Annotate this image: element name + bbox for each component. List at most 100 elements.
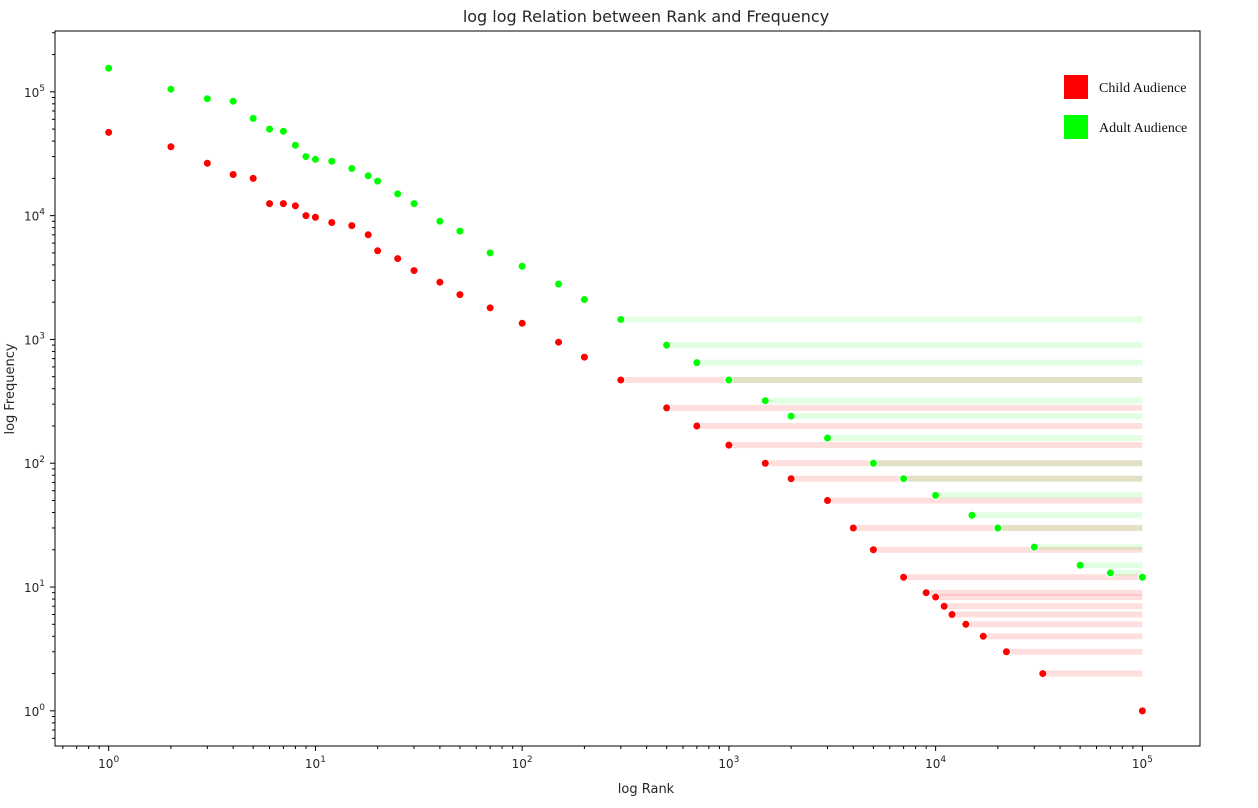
adult-audience-point: [517, 261, 527, 271]
adult-audience-point: [202, 94, 212, 104]
adult-audience-tail-band: [972, 512, 1143, 519]
data-points: [104, 63, 1147, 716]
adult-audience-point: [662, 340, 672, 350]
adult-audience-point: [248, 113, 258, 123]
adult-audience-point: [228, 96, 238, 106]
child-audience-point: [947, 610, 957, 620]
adult-audience-point: [278, 126, 288, 136]
adult-audience-point: [899, 474, 909, 484]
child-audience-point: [848, 523, 858, 533]
adult-audience-point: [435, 216, 445, 226]
child-audience-tail-band: [952, 611, 1143, 618]
child-audience-tail-band: [1042, 670, 1143, 677]
child-audience-tail-band: [791, 475, 1143, 482]
adult-audience-tail-band: [666, 342, 1143, 349]
child-audience-tail-band: [666, 404, 1143, 411]
adult-audience-point: [327, 156, 337, 166]
y-tick-label: 101: [24, 579, 45, 595]
child-audience-point: [373, 246, 383, 256]
adult-audience-point: [823, 433, 833, 443]
child-audience-point: [517, 318, 527, 328]
adult-audience-point: [1105, 568, 1115, 578]
x-tick-label: 101: [305, 755, 326, 771]
child-audience-point: [823, 496, 833, 506]
adult-audience-point: [616, 314, 626, 324]
y-axis-label: log Frequency: [3, 343, 18, 434]
adult-audience-tail-band: [935, 492, 1143, 499]
adult-audience-tail-band: [1034, 544, 1143, 551]
child-audience-point: [166, 142, 176, 152]
adult-audience-tail-band: [1110, 569, 1143, 576]
adult-audience-point: [455, 226, 465, 236]
child-audience-tail-band: [965, 621, 1143, 628]
child-audience-point: [939, 601, 949, 611]
child-audience-point: [301, 211, 311, 221]
child-audience-point: [579, 352, 589, 362]
adult-audience-tail-band: [903, 475, 1143, 482]
adult-audience-tail-band: [1080, 562, 1143, 569]
child-audience-point: [978, 631, 988, 641]
child-audience-point: [104, 127, 114, 137]
adult-audience-point: [579, 295, 589, 305]
child-audience-point: [278, 199, 288, 209]
child-audience-point: [1038, 669, 1048, 679]
legend-label-child-audience: Child Audience: [1099, 81, 1187, 96]
y-tick-label: 104: [24, 208, 45, 224]
child-audience-point: [347, 221, 357, 231]
adult-audience-tail-band: [791, 413, 1143, 420]
child-audience-point: [363, 230, 373, 240]
adult-audience-point: [760, 396, 770, 406]
child-audience-point: [931, 592, 941, 602]
x-tick-label: 104: [925, 755, 946, 771]
x-tick-label: 102: [512, 755, 533, 771]
child-audience-point: [692, 421, 702, 431]
adult-audience-point: [1029, 542, 1039, 552]
legend-label-adult-audience: Adult Audience: [1099, 121, 1187, 136]
legend: Child Audience Adult Audience: [1064, 75, 1187, 139]
child-audience-point: [265, 199, 275, 209]
child-audience-point: [760, 458, 770, 468]
adult-audience-tail-band: [728, 377, 1143, 384]
adult-audience-point: [104, 63, 114, 73]
child-audience-point: [248, 173, 258, 183]
x-tick-label: 103: [718, 755, 739, 771]
adult-audience-point: [393, 189, 403, 199]
adult-audience-tail-band: [765, 397, 1143, 404]
child-audience-tail-band: [765, 460, 1143, 467]
adult-audience-point: [554, 279, 564, 289]
adult-audience-point: [1137, 572, 1147, 582]
adult-audience-point: [290, 140, 300, 150]
x-tick-label: 105: [1132, 755, 1153, 771]
adult-audience-tail-band: [997, 524, 1143, 531]
adult-audience-point: [373, 176, 383, 186]
child-audience-point: [616, 375, 626, 385]
child-audience-point: [327, 218, 337, 228]
child-audience-point: [393, 254, 403, 264]
x-tick-label: 100: [98, 755, 119, 771]
adult-audience-point: [724, 375, 734, 385]
child-audience-tail-band: [944, 603, 1143, 610]
y-tick-label: 100: [24, 703, 45, 719]
child-audience-point: [868, 545, 878, 555]
child-audience-point: [786, 474, 796, 484]
legend-swatch-adult-audience: [1064, 115, 1088, 139]
child-audience-tail-band: [696, 422, 1143, 429]
adult-audience-tail-band: [696, 359, 1143, 366]
x-axis-label: log Rank: [618, 782, 675, 797]
child-audience-point: [961, 619, 971, 629]
child-audience-tail-band: [620, 377, 1143, 384]
adult-audience-tail-band: [827, 434, 1143, 441]
adult-audience-tail-band: [620, 316, 1143, 323]
adult-audience-point: [993, 523, 1003, 533]
child-audience-tail-band: [983, 633, 1143, 640]
adult-audience-point: [967, 510, 977, 520]
adult-audience-point: [310, 154, 320, 164]
adult-audience-point: [363, 171, 373, 181]
child-audience-point: [1137, 706, 1147, 716]
child-audience-point: [724, 440, 734, 450]
child-audience-point: [485, 303, 495, 313]
child-audience-point: [455, 290, 465, 300]
adult-audience-point: [786, 411, 796, 421]
child-audience-tail-band: [935, 594, 1143, 601]
